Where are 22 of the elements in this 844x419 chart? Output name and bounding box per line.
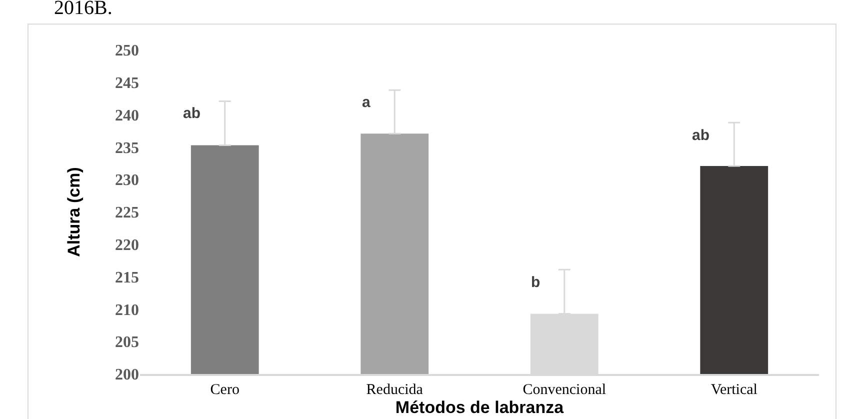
annotation: ab (183, 105, 201, 122)
x-tick-label: Cero (210, 382, 240, 398)
annotation: a (362, 94, 371, 111)
x-tick-label: Convencional (522, 382, 606, 398)
text: 2016B. (54, 0, 112, 19)
y-tick-label: 200 (115, 366, 139, 384)
y-tick-label: 235 (115, 140, 139, 157)
y-tick-label: 210 (115, 302, 139, 319)
y-axis-title: Altura (cm) (64, 167, 84, 257)
y-tick-label: 225 (115, 204, 139, 222)
y-tick-label: 215 (115, 269, 139, 286)
y-tick-label: 220 (115, 237, 139, 254)
y-tick-label: 250 (115, 42, 139, 60)
x-tick-label: Vertical (710, 382, 758, 398)
y-tick-label: 245 (115, 75, 139, 92)
x-axis-title: Métodos de labranza (395, 398, 564, 417)
x-tick-label: Reducida (366, 382, 424, 398)
annotation: b (531, 274, 540, 291)
y-tick-label: 205 (115, 334, 139, 352)
annotation: ab (692, 127, 710, 144)
y-tick-label: 230 (115, 172, 139, 190)
y-tick-label: 240 (115, 107, 139, 124)
